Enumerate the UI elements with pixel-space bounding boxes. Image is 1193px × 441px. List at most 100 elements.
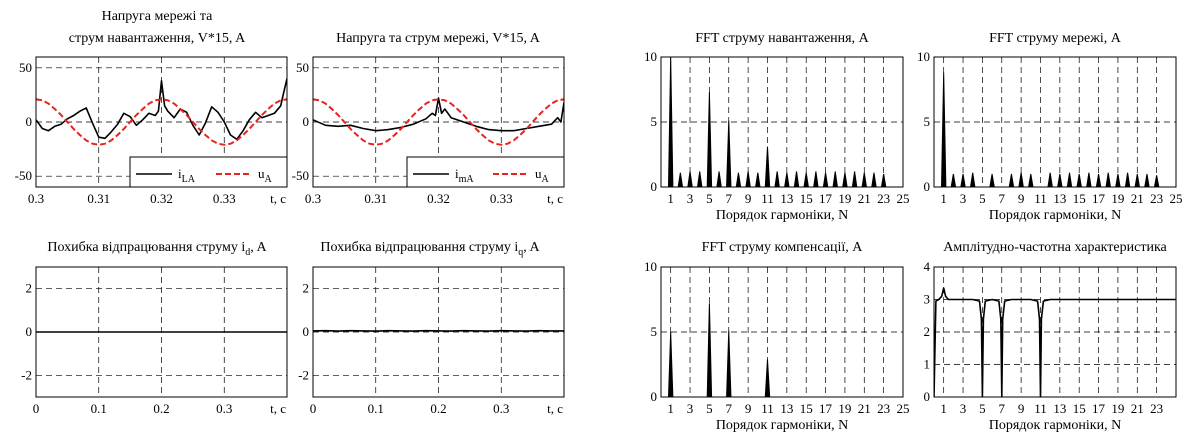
bar-N18 xyxy=(832,171,838,187)
x-axis-label: Порядок гармоніки, N xyxy=(989,418,1121,433)
legend-box xyxy=(406,156,565,188)
x-tick-label: 0.31 xyxy=(87,191,110,206)
legend-label-1: imA xyxy=(455,166,474,185)
grid xyxy=(313,267,564,397)
x-tick-label: 7 xyxy=(726,191,733,206)
bar-N5 xyxy=(706,303,713,397)
x-axis-label: t, c xyxy=(270,401,286,416)
y-tick-label: 10 xyxy=(644,259,657,274)
x-tick-label: 0.1 xyxy=(368,401,384,416)
series-line-1 xyxy=(934,287,1176,397)
title-line: Напруга мережі та xyxy=(102,9,214,24)
y-tick-label: 50 xyxy=(296,60,309,75)
x-tick-label: 21 xyxy=(858,191,871,206)
x-tick-label: 0.33 xyxy=(490,191,513,206)
x-tick-label: 1 xyxy=(667,401,674,416)
bar-N5 xyxy=(706,92,713,187)
x-tick-label: 5 xyxy=(706,401,713,416)
x-tick-label: 15 xyxy=(800,401,813,416)
bar-N14 xyxy=(793,171,800,187)
legend-label-1: iLA xyxy=(178,166,196,185)
bar-N3 xyxy=(687,171,693,187)
bar-N7 xyxy=(726,330,732,397)
x-axis-label: t, c xyxy=(270,191,286,206)
x-tick-label: 17 xyxy=(1092,191,1106,206)
x-tick-label: 5 xyxy=(979,191,986,206)
x-tick-label: 11 xyxy=(761,401,774,416)
chart-7: FFT струму компенсації, A1 3 5 7 9 11 13 15 17 19… xyxy=(644,240,910,433)
x-tick-label: 3 xyxy=(687,401,694,416)
bar-N17 xyxy=(1095,173,1102,187)
x-tick-label: 1 xyxy=(940,401,947,416)
bar-N11 xyxy=(764,146,771,187)
bar-N3 xyxy=(960,173,966,187)
x-tick-label: 9 xyxy=(1018,401,1025,416)
title-subscript: q xyxy=(518,247,523,258)
x-tick-label: 19 xyxy=(1111,191,1124,206)
x-axis-label: t, c xyxy=(547,191,563,206)
bar-N9 xyxy=(745,171,751,187)
y-tick-label: -50 xyxy=(292,168,309,183)
x-tick-label: 3 xyxy=(960,191,967,206)
y-tick-label: 2 xyxy=(26,281,33,296)
title-line: FFT струму компенсації, A xyxy=(702,240,864,255)
bar-N20 xyxy=(851,171,858,187)
x-tick-label: 25 xyxy=(1170,191,1183,206)
x-tick-label: 11 xyxy=(1034,401,1047,416)
bar-N21 xyxy=(1134,173,1140,187)
y-tick-label: -50 xyxy=(15,168,32,183)
x-tick-label: 9 xyxy=(745,191,752,206)
y-tick-label: 0 xyxy=(303,114,310,129)
y-tick-label: 0 xyxy=(651,179,658,194)
plot-frame xyxy=(35,266,288,398)
chart-title: FFT струму компенсації, A xyxy=(702,240,864,255)
x-tick-label: 0 xyxy=(33,401,40,416)
x-tick-label: 0 xyxy=(310,401,317,416)
x-tick-label: 1 xyxy=(940,191,947,206)
y-tick-label: 5 xyxy=(651,324,658,339)
x-tick-label: 3 xyxy=(960,401,967,416)
chart-2: Напруга та струм мережі, V*15, A 0.3 0.31 0… xyxy=(292,31,565,206)
x-tick-label: 23 xyxy=(1150,191,1163,206)
y-tick-label: 5 xyxy=(924,114,931,129)
x-tick-label: 0.33 xyxy=(213,191,236,206)
bar-N13 xyxy=(784,172,790,187)
bar-N4 xyxy=(697,171,703,187)
bar-N13 xyxy=(1057,173,1063,187)
y-tick-label: 0 xyxy=(924,389,931,404)
x-tick-label: 9 xyxy=(745,401,752,416)
x-axis-label: t, c xyxy=(547,401,563,416)
series-line-1 xyxy=(313,97,564,132)
x-tick-label: 17 xyxy=(819,401,833,416)
bar-N6 xyxy=(716,171,722,187)
x-axis-label: Порядок гармоніки, N xyxy=(716,418,848,433)
y-tick-label: 0 xyxy=(651,389,658,404)
plot-frame xyxy=(933,266,1177,398)
grid xyxy=(934,57,1176,187)
title-unit: , A xyxy=(523,240,540,255)
bar-N2 xyxy=(677,172,684,187)
x-tick-label: 13 xyxy=(1053,191,1066,206)
x-tick-label: 23 xyxy=(1150,401,1163,416)
svg-text:Похибка відпрацювання струму i: Похибка відпрацювання струму id, A xyxy=(47,240,267,258)
bar-N17 xyxy=(822,172,829,187)
y-tick-label: 0 xyxy=(303,324,310,339)
x-tick-label: 25 xyxy=(897,401,910,416)
y-tick-label: 0 xyxy=(924,179,931,194)
y-tick-label: 3 xyxy=(924,292,931,307)
x-tick-label: 5 xyxy=(979,401,986,416)
x-tick-label: 23 xyxy=(877,401,890,416)
x-axis-label: Порядок гармоніки, N xyxy=(989,208,1121,223)
chart-1: Напруга мережі та струм навантаження, V*1… xyxy=(15,9,288,206)
chart-title: Похибка відпрацювання струму iq, A xyxy=(320,240,540,258)
x-tick-label: 0.2 xyxy=(430,401,446,416)
bar-N18 xyxy=(1105,172,1111,187)
chart-4: Похибка відпрацювання струму iq, A 0 0.1 0.… xyxy=(298,240,565,416)
bar-N11 xyxy=(764,359,771,397)
bar-N2 xyxy=(950,173,957,187)
bar-N23 xyxy=(1153,175,1160,187)
x-tick-label: 7 xyxy=(999,401,1006,416)
bar-N12 xyxy=(774,171,780,187)
x-tick-label: 15 xyxy=(1073,191,1086,206)
